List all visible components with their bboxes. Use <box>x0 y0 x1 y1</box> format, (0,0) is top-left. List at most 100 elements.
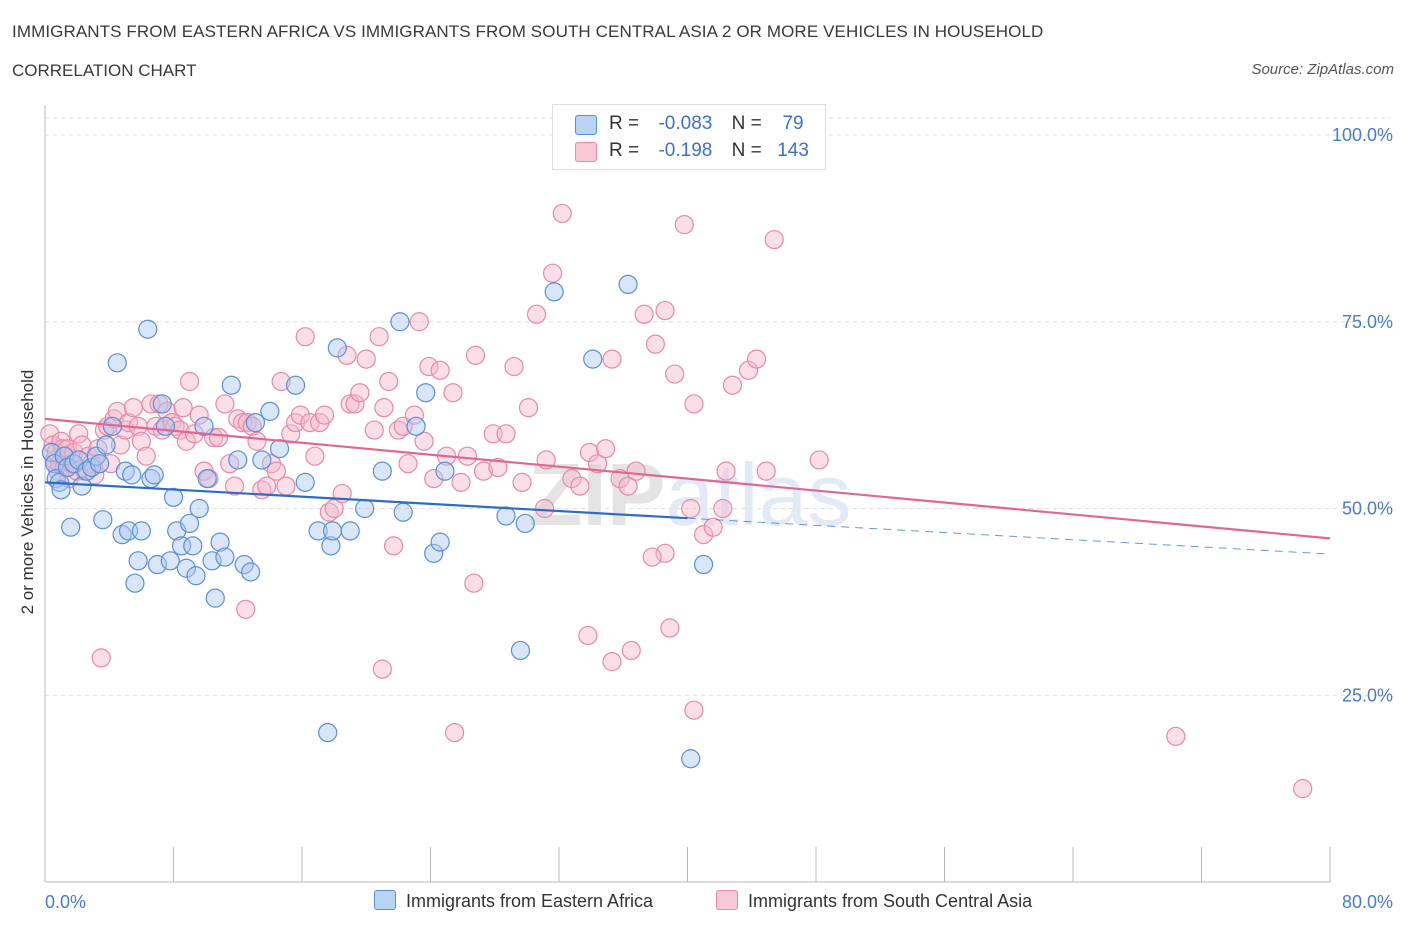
data-point-eastern-africa <box>583 349 603 369</box>
data-point-south-central-asia <box>562 469 582 489</box>
bottom-legend-swatch-blue <box>374 890 396 910</box>
data-point-south-central-asia <box>764 229 784 250</box>
data-point-south-central-asia <box>1293 779 1313 799</box>
data-point-south-central-asia <box>464 573 484 593</box>
data-point-south-central-asia <box>430 360 450 380</box>
series-eastern-africa <box>41 274 714 769</box>
data-point-south-central-asia <box>424 469 444 489</box>
data-point-south-central-asia <box>626 461 646 481</box>
data-point-south-central-asia <box>419 356 439 377</box>
data-point-south-central-asia <box>372 659 392 679</box>
data-point-eastern-africa <box>295 472 315 492</box>
data-point-eastern-africa <box>234 554 254 575</box>
data-point-eastern-africa <box>131 521 151 541</box>
data-point-south-central-asia <box>131 431 151 451</box>
data-point-south-central-asia <box>722 375 743 395</box>
data-point-eastern-africa <box>176 558 196 578</box>
data-point-eastern-africa <box>160 551 180 571</box>
data-point-eastern-africa <box>41 442 62 463</box>
data-point-south-central-asia <box>809 450 829 470</box>
data-point-eastern-africa <box>681 749 701 769</box>
data-point-south-central-asia <box>444 722 465 743</box>
data-point-south-central-asia <box>356 349 376 369</box>
data-point-south-central-asia <box>295 327 315 347</box>
data-point-south-central-asia <box>674 215 694 235</box>
data-point-south-central-asia <box>610 469 630 489</box>
trend-line-eastern-africa <box>44 481 688 520</box>
data-point-south-central-asia <box>350 383 370 403</box>
data-point-south-central-asia <box>414 431 434 451</box>
legend-r-value: -0.083 <box>658 113 713 134</box>
data-point-eastern-africa <box>155 416 176 436</box>
data-point-south-central-asia <box>496 424 516 444</box>
legend-n-label: N = <box>731 113 762 134</box>
data-point-eastern-africa <box>260 401 280 421</box>
data-point-eastern-africa <box>252 450 272 470</box>
data-point-eastern-africa <box>544 282 564 302</box>
data-point-eastern-africa <box>54 446 74 466</box>
data-point-south-central-asia <box>488 457 508 478</box>
data-point-south-central-asia <box>451 472 471 492</box>
data-point-south-central-asia <box>681 498 701 519</box>
data-point-south-central-asia <box>276 476 296 496</box>
data-point-eastern-africa <box>144 465 164 485</box>
data-point-south-central-asia <box>534 498 555 519</box>
data-point-eastern-africa <box>340 521 360 541</box>
trend-lines <box>44 417 1331 555</box>
data-point-south-central-asia <box>552 203 572 224</box>
data-point-south-central-asia <box>716 461 736 481</box>
data-point-south-central-asia <box>224 476 245 496</box>
data-point-eastern-africa <box>152 394 172 414</box>
data-point-eastern-africa <box>416 383 436 403</box>
data-point-eastern-africa <box>147 554 168 575</box>
data-point-south-central-asia <box>602 652 622 672</box>
bottom-legend-label: Immigrants from Eastern Africa <box>406 891 654 911</box>
data-point-eastern-africa <box>390 312 410 332</box>
data-point-south-central-asia <box>465 345 486 365</box>
watermark: ZIPatlas <box>529 445 852 544</box>
data-point-eastern-africa <box>221 375 241 395</box>
data-point-south-central-asia <box>518 398 539 418</box>
data-point-eastern-africa <box>202 551 222 571</box>
data-point-south-central-asia <box>364 420 384 440</box>
chart-subtitle: CORRELATION CHART <box>12 61 197 80</box>
data-point-south-central-asia <box>570 476 590 496</box>
data-point-eastern-africa <box>107 353 127 373</box>
data-point-south-central-asia <box>579 442 600 463</box>
data-point-south-central-asia <box>141 394 161 414</box>
data-point-eastern-africa <box>183 536 203 556</box>
data-point-eastern-africa <box>372 461 392 481</box>
data-point-south-central-asia <box>621 640 641 661</box>
x-tick-label: 0.0% <box>45 892 86 912</box>
data-point-eastern-africa <box>322 521 343 541</box>
data-point-south-central-asia <box>642 547 662 567</box>
data-point-eastern-africa <box>269 439 290 459</box>
data-point-south-central-asia <box>634 304 654 324</box>
data-point-eastern-africa <box>128 551 148 571</box>
data-point-south-central-asia <box>123 398 143 418</box>
data-point-south-central-asia <box>314 405 335 425</box>
source-note: Source: ZipAtlas.com <box>1251 61 1394 78</box>
data-point-south-central-asia <box>693 525 714 545</box>
data-point-south-central-asia <box>179 371 200 392</box>
data-point-south-central-asia <box>236 599 256 619</box>
y-tick-label: 25.0% <box>1342 685 1393 705</box>
data-point-south-central-asia <box>578 625 598 646</box>
y-tick-label: 75.0% <box>1342 312 1393 332</box>
data-point-south-central-asia <box>595 439 616 459</box>
data-point-eastern-africa <box>179 513 200 534</box>
data-point-south-central-asia <box>374 398 394 418</box>
series-south-central-asia <box>40 203 1313 799</box>
data-point-south-central-asia <box>266 461 286 481</box>
data-point-south-central-asia <box>369 327 389 347</box>
data-point-eastern-africa <box>122 465 142 485</box>
trend-line-south-central-asia <box>44 417 1331 540</box>
data-point-eastern-africa <box>285 375 306 395</box>
data-point-eastern-africa <box>51 480 71 500</box>
data-point-south-central-asia <box>398 454 418 474</box>
data-point-south-central-asia <box>345 394 365 414</box>
data-point-south-central-asia <box>215 394 235 414</box>
data-point-eastern-africa <box>197 469 217 489</box>
legend-r-value: -0.198 <box>658 140 713 161</box>
